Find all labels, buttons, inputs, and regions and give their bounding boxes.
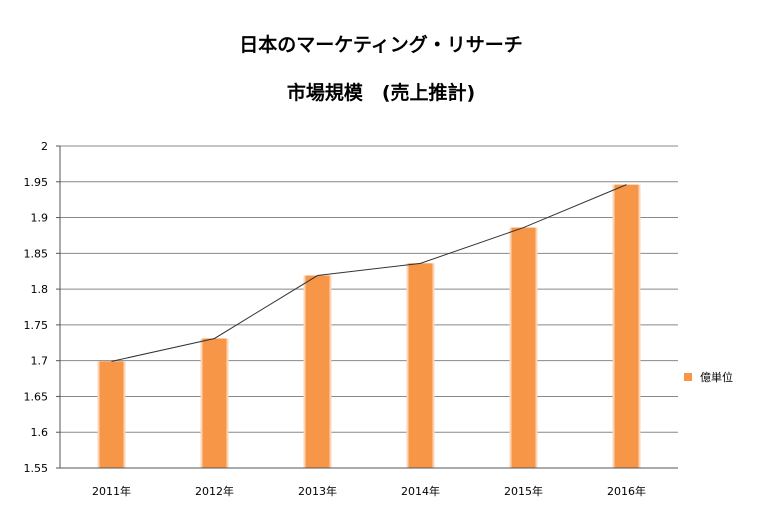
y-tick-label: 2: [41, 140, 48, 153]
bar: [408, 263, 433, 468]
x-tick-label: 2013年: [298, 484, 337, 498]
trend-line: [111, 184, 627, 362]
y-tick-label: 1.65: [24, 390, 49, 403]
trend-line-layer: [111, 184, 627, 362]
y-tick-label: 1.55: [24, 462, 49, 475]
y-tick-label: 1.9: [31, 212, 49, 225]
y-tick-label: 1.75: [24, 319, 49, 332]
bar: [511, 227, 536, 468]
bar: [614, 184, 639, 468]
bar: [99, 361, 124, 468]
x-tick-label: 2014年: [401, 484, 440, 498]
grid-lines: [60, 145, 678, 469]
y-tick-label: 1.8: [31, 283, 49, 296]
y-tick-label: 1.6: [31, 426, 49, 439]
bar: [202, 338, 227, 468]
chart-subtitle: 市場規模 (売上推計): [286, 82, 476, 104]
x-tick-label: 2015年: [504, 484, 543, 498]
x-tick-label: 2016年: [607, 484, 646, 498]
axes: 1.55 1.6 1.65 1.7 1.75 1.8 1.85 1.9 1.95 2 2011年 20…: [24, 140, 678, 498]
legend: 億単位: [684, 370, 733, 384]
bar: [305, 275, 330, 468]
x-tick-label: 2011年: [92, 484, 131, 498]
legend-label: 億単位: [700, 370, 733, 384]
x-tick-label: 2012年: [195, 484, 234, 498]
chart-title: 日本のマーケティング・リサーチ: [239, 34, 523, 56]
y-tick-label: 1.7: [31, 355, 49, 368]
y-tick-label: 1.85: [24, 247, 49, 260]
y-tick-label: 1.95: [24, 176, 49, 189]
legend-swatch: [684, 373, 692, 381]
bar-series: [97, 184, 641, 468]
